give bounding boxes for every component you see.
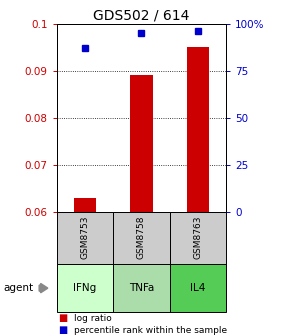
Bar bbox=[130, 75, 153, 212]
Text: agent: agent bbox=[3, 283, 33, 293]
Text: TNFa: TNFa bbox=[129, 283, 154, 293]
Text: GSM8758: GSM8758 bbox=[137, 216, 146, 259]
Bar bbox=[57, 264, 113, 312]
Text: IL4: IL4 bbox=[190, 283, 206, 293]
Text: GSM8763: GSM8763 bbox=[193, 216, 202, 259]
Bar bbox=[187, 47, 209, 212]
Text: IFNg: IFNg bbox=[73, 283, 97, 293]
Bar bbox=[170, 212, 226, 264]
Text: ■: ■ bbox=[58, 313, 67, 323]
Text: log ratio: log ratio bbox=[74, 314, 112, 323]
Title: GDS502 / 614: GDS502 / 614 bbox=[93, 8, 190, 23]
Bar bbox=[113, 264, 170, 312]
Text: ■: ■ bbox=[58, 325, 67, 335]
Text: percentile rank within the sample: percentile rank within the sample bbox=[74, 326, 227, 335]
Bar bbox=[74, 198, 96, 212]
Bar bbox=[57, 212, 113, 264]
Bar bbox=[113, 212, 170, 264]
Bar bbox=[170, 264, 226, 312]
Text: GSM8753: GSM8753 bbox=[80, 216, 89, 259]
